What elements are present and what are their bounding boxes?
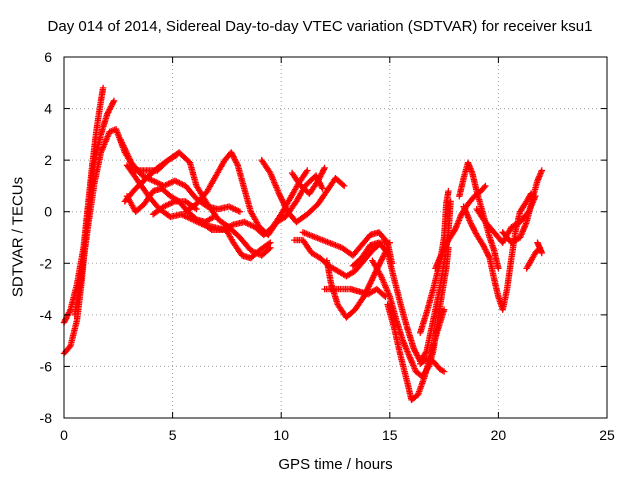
y-axis-label: SDTVAR / TECUs (9, 176, 27, 298)
data-point (440, 368, 448, 375)
data-point (265, 240, 273, 247)
data-point (410, 345, 417, 352)
data-point (316, 174, 323, 182)
series-arc15 (299, 229, 396, 267)
data-point (304, 167, 311, 174)
data-point (66, 307, 73, 315)
y-tick-label: -2 (40, 255, 53, 271)
series-arc13 (288, 164, 328, 197)
data-point (232, 157, 239, 165)
data-point (538, 167, 545, 174)
series-arc29 (534, 239, 545, 257)
data-point (319, 185, 326, 192)
data-point (210, 213, 218, 221)
y-tick-label: -6 (40, 358, 53, 374)
data-point (267, 239, 274, 246)
plot-frame (63, 56, 608, 419)
data-point (379, 254, 386, 261)
series-arc8 (149, 198, 200, 218)
series-arc12 (258, 156, 348, 226)
data-points (60, 84, 545, 404)
series-arc22 (417, 355, 448, 375)
data-point (320, 166, 328, 173)
data-point (481, 184, 488, 191)
data-point (467, 220, 475, 227)
y-tick-label: -8 (40, 410, 53, 426)
y-tick-label: 2 (44, 152, 52, 168)
y-tick-label: 6 (44, 49, 52, 65)
y-tick-label: -4 (40, 307, 53, 323)
data-point (207, 225, 214, 232)
data-point (538, 249, 545, 257)
y-tick-label: 4 (44, 101, 52, 117)
data-point (172, 152, 179, 159)
data-point (440, 306, 448, 313)
data-point (231, 156, 239, 163)
y-tick-label: 0 (44, 204, 52, 220)
data-point (303, 168, 310, 176)
x-tick-label: 10 (273, 427, 289, 443)
data-point (320, 167, 327, 174)
series-arc21 (417, 187, 452, 337)
x-tick-label: 25 (599, 427, 615, 443)
series-arc25 (460, 190, 535, 313)
data-point (439, 367, 446, 374)
data-point (236, 208, 244, 215)
data-point (439, 248, 446, 255)
data-point (485, 253, 493, 260)
data-point (445, 187, 452, 195)
data-point (495, 265, 502, 272)
data-point (482, 182, 489, 190)
series-arc27 (499, 167, 545, 246)
data-point (482, 247, 490, 255)
data-point (108, 101, 115, 109)
x-tick-label: 15 (382, 427, 398, 443)
data-point (318, 183, 325, 191)
data-point (443, 239, 451, 247)
data-point (341, 182, 348, 190)
data-point (466, 162, 473, 169)
grid-lines (64, 57, 607, 418)
data-point (173, 151, 181, 159)
x-tick-label: 5 (169, 427, 177, 443)
data-point (233, 160, 241, 168)
data-point (485, 252, 492, 259)
data-point (202, 202, 210, 209)
data-point (412, 349, 420, 356)
data-point (422, 349, 429, 356)
axis-ticks: 0 5 10 15 20 25 -8 -6 -4 -2 0 2 4 6 (40, 49, 615, 443)
chart-title: Day 014 of 2014, Sidereal Day-to-day VTE… (47, 18, 593, 35)
data-point (413, 350, 420, 358)
data-point (321, 164, 328, 172)
data-point (339, 181, 347, 188)
x-tick-label: 20 (491, 427, 507, 443)
series-arc11 (221, 224, 274, 262)
data-point (105, 109, 112, 116)
data-point (440, 246, 447, 254)
series-arc23 (432, 182, 489, 272)
x-tick-label: 0 (60, 427, 68, 443)
data-point (110, 97, 118, 104)
data-point (470, 226, 477, 233)
x-axis-label: GPS time / hours (278, 456, 393, 473)
data-point (229, 152, 236, 159)
data-point (469, 224, 477, 231)
data-point (99, 84, 107, 92)
series-arc14 (291, 236, 393, 280)
series-arc20 (384, 301, 448, 404)
data-point (535, 174, 542, 181)
